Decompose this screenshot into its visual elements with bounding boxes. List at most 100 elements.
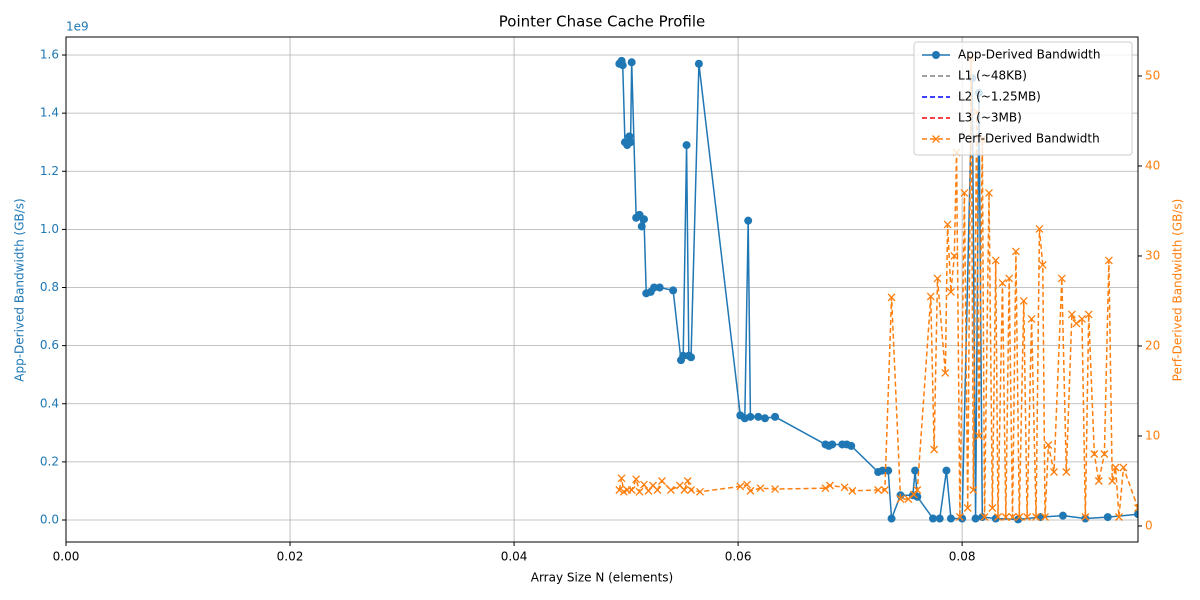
y-tick-label: 0.2 [40,454,59,468]
point [1058,511,1067,520]
point [946,288,955,296]
point [1044,441,1053,449]
point [694,59,703,68]
point [640,215,649,224]
point [913,486,922,494]
point [910,490,918,499]
point [930,445,939,454]
point [1108,477,1117,485]
x-axis-label: Array Size N (elements) [531,571,673,585]
point [887,514,896,523]
point [627,58,636,67]
point [988,504,997,512]
legend-label: Perf-Derived Bandwidth [958,132,1100,146]
point [1100,450,1109,458]
y-tick-label: 0.0 [40,513,59,527]
y2-axis-label: Perf-Derived Bandwidth (GB/s) [1171,199,1185,382]
y-axis-label: App-Derived Bandwidth (GB/s) [13,198,27,381]
y2-tick-label: 40 [1145,158,1160,172]
point [991,256,1000,265]
point [1072,319,1081,328]
point [1103,513,1112,522]
point [1057,274,1066,283]
point [969,486,978,494]
point [679,351,688,360]
point [1011,247,1020,256]
point [974,432,983,440]
point [1015,513,1024,521]
point [1050,468,1058,476]
point [971,514,980,523]
point [743,480,752,489]
y-tick-label: 1.0 [40,222,59,236]
point [744,216,753,225]
x-tick-label: 0.08 [949,550,976,564]
point [657,477,666,485]
legend-label: L1 (~48KB) [958,69,1027,83]
y-tick-label: 1.4 [40,106,59,120]
legend-label: L2 (~1.25MB) [958,90,1041,104]
point [840,483,849,492]
point [1067,310,1076,319]
y2-tick-label: 20 [1145,338,1160,352]
point [825,481,834,490]
point [618,61,627,70]
y-tick-label: 0.8 [40,280,59,294]
point [963,504,972,512]
legend-box [913,41,1133,156]
point [635,487,644,496]
point [1008,513,1017,521]
point [1134,510,1138,519]
point [887,293,896,302]
point [640,480,648,489]
point [1081,514,1090,523]
point [821,484,830,493]
point [655,283,664,292]
y-tick-label: 1.6 [40,48,59,62]
x-tick-label: 0.04 [501,550,528,564]
point [771,485,780,494]
point [696,487,704,496]
point [998,279,1007,287]
point [913,492,922,501]
point [1115,513,1123,521]
point [754,412,763,421]
point [683,477,692,485]
point [637,222,646,231]
y2-tick-label: 10 [1145,428,1160,442]
plot-frame [65,36,1139,543]
point [946,514,955,523]
point [980,513,989,521]
x-tick-label: 0.00 [53,550,80,564]
x-tick-label: 0.02 [277,550,304,564]
point [1023,513,1032,521]
legend-label: L3 (~3MB) [958,111,1022,125]
point [1084,310,1093,319]
point [955,513,964,521]
y-tick-label: 0.6 [40,338,59,352]
point [1078,315,1086,323]
point [880,486,889,494]
point [874,486,883,494]
point [1081,513,1090,521]
point [746,412,755,421]
point [669,286,678,295]
point [680,486,689,494]
point [1119,463,1128,472]
point [848,486,857,495]
point [650,283,659,292]
x-tick-label: 0.06 [725,550,752,564]
point [878,466,887,475]
point [941,369,950,377]
point [1134,504,1138,512]
y2-tick-label: 0 [1145,518,1153,532]
point [994,513,1002,521]
series-line [618,57,1138,518]
point [828,440,837,449]
chart-title: Pointer Chase Cache Profile [499,13,705,31]
point [942,466,951,475]
point [847,441,856,450]
point [950,252,959,260]
point [687,353,696,362]
point [682,141,691,150]
